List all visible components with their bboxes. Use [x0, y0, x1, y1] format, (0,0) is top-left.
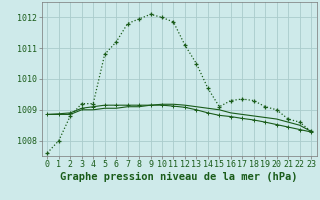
X-axis label: Graphe pression niveau de la mer (hPa): Graphe pression niveau de la mer (hPa)	[60, 172, 298, 182]
